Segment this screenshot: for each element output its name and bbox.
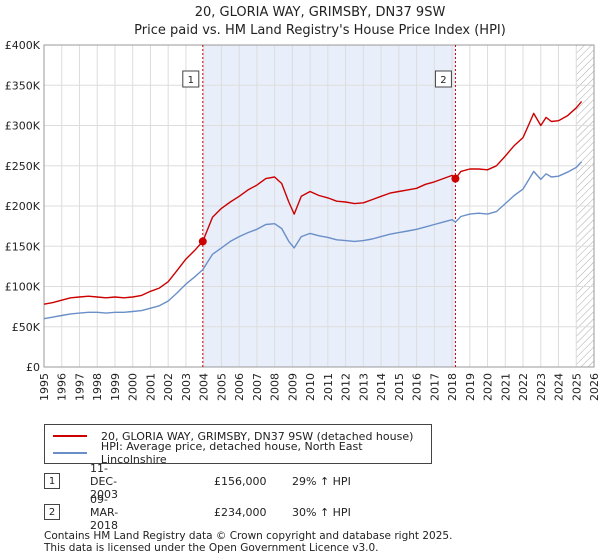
plot-area: £0 £50K £100K £150K £200K £250K £300K £350K £400… bbox=[5, 39, 600, 401]
annotation-hpi-1: 29% ↑ HPI bbox=[292, 474, 351, 488]
x-tick-label: 1998 bbox=[91, 373, 104, 401]
x-tick-label: 2012 bbox=[340, 373, 353, 401]
footer-copyright: Contains HM Land Registry data © Crown c… bbox=[44, 530, 453, 542]
x-tick-label: 2005 bbox=[215, 373, 228, 401]
x-tick-label: 2000 bbox=[127, 373, 140, 401]
y-tick-label: £150K bbox=[5, 240, 41, 253]
y-tick-label: £0 bbox=[26, 361, 40, 374]
annotation-badge-2: 2 bbox=[44, 504, 60, 520]
footer: Contains HM Land Registry data © Crown c… bbox=[44, 530, 452, 554]
x-tick-label: 2006 bbox=[233, 373, 246, 401]
y-tick-label: £100K bbox=[5, 281, 41, 294]
x-tick-label: 2009 bbox=[286, 373, 299, 401]
annotation-row-1: 1 11-DEC-2003 £156,000 29% ↑ HPI bbox=[44, 462, 351, 501]
x-tick-label: 2017 bbox=[428, 373, 441, 401]
marker-box-1 bbox=[182, 70, 200, 88]
x-tick-label: 2014 bbox=[375, 373, 388, 401]
legend-item-hpi: HPI: Average price, detached house, Nort… bbox=[53, 440, 431, 466]
x-tick-label: 2011 bbox=[322, 373, 335, 401]
x-tick-label: 1999 bbox=[109, 373, 122, 401]
x-tick-label: 2004 bbox=[198, 373, 211, 401]
x-tick-label: 2016 bbox=[411, 373, 424, 401]
price-chart: 20, GLORIA WAY, GRIMSBY, DN37 9SW Price … bbox=[5, 5, 600, 401]
marker-box-2 bbox=[434, 70, 452, 88]
x-tick-label: 2026 bbox=[588, 373, 600, 401]
annotation-price-1: £156,000 bbox=[214, 474, 267, 488]
annotation-date-1: 11-DEC-2003 bbox=[90, 461, 118, 501]
series-line-property bbox=[43, 100, 583, 305]
y-tick-label: £200K bbox=[5, 200, 41, 213]
x-tick-label: 2001 bbox=[144, 373, 157, 401]
x-tick-label: 2019 bbox=[464, 373, 477, 401]
x-tick-label: 2003 bbox=[180, 373, 193, 401]
x-tick-label: 1996 bbox=[56, 373, 69, 401]
x-tick-label: 2023 bbox=[535, 373, 548, 401]
annotation-row-2: 2 09-MAR-2018 £234,000 30% ↑ HPI bbox=[44, 493, 351, 532]
x-tick-label: 2007 bbox=[251, 373, 264, 401]
marker-label-1: 1 bbox=[188, 75, 194, 86]
sale-point-1 bbox=[198, 237, 207, 246]
legend-label-property: 20, GLORIA WAY, GRIMSBY, DN37 9SW (detac… bbox=[101, 429, 414, 443]
x-tick-label: 2015 bbox=[393, 373, 406, 401]
x-tick-label: 1995 bbox=[38, 373, 51, 401]
y-tick-label: £50K bbox=[12, 321, 41, 334]
annotation-badge-1: 1 bbox=[44, 473, 60, 489]
chart-title: 20, GLORIA WAY, GRIMSBY, DN37 9SW bbox=[195, 5, 446, 20]
x-tick-label: 2021 bbox=[499, 373, 512, 401]
y-tick-label: £300K bbox=[5, 120, 41, 133]
x-tick-label: 2010 bbox=[304, 373, 317, 401]
annotation-date-2: 09-MAR-2018 bbox=[90, 492, 119, 532]
annotation-price-2: £234,000 bbox=[214, 505, 267, 519]
plot-frame bbox=[43, 44, 595, 368]
x-tick-label: 2024 bbox=[553, 373, 566, 401]
series-line-hpi bbox=[43, 161, 583, 320]
y-tick-label: £400K bbox=[5, 39, 41, 52]
x-tick-label: 2002 bbox=[162, 373, 175, 401]
legend-label-hpi: HPI: Average price, detached house, Nort… bbox=[100, 440, 363, 466]
x-tick-label: 2008 bbox=[269, 373, 282, 401]
x-tick-label: 1997 bbox=[73, 373, 86, 401]
x-tick-label: 2013 bbox=[357, 373, 370, 401]
sale-point-2 bbox=[451, 174, 460, 183]
y-tick-label: £250K bbox=[5, 160, 41, 173]
legend: 20, GLORIA WAY, GRIMSBY, DN37 9SW (detac… bbox=[44, 424, 432, 466]
legend-swatch-hpi bbox=[53, 452, 87, 454]
x-tick-label: 2025 bbox=[570, 373, 583, 401]
annotation-hpi-2: 30% ↑ HPI bbox=[292, 505, 351, 519]
x-tick-label: 2018 bbox=[446, 373, 459, 401]
x-tick-label: 2020 bbox=[482, 373, 495, 401]
x-tick-label: 2022 bbox=[517, 373, 530, 401]
chart-subtitle: Price paid vs. HM Land Registry's House … bbox=[134, 23, 506, 38]
footer-licence: This data is licensed under the Open Gov… bbox=[44, 542, 379, 554]
legend-swatch-property bbox=[53, 435, 87, 437]
y-tick-label: £350K bbox=[5, 79, 41, 92]
marker-label-2: 2 bbox=[440, 75, 446, 86]
legend-item-property: 20, GLORIA WAY, GRIMSBY, DN37 9SW (detac… bbox=[53, 428, 413, 444]
